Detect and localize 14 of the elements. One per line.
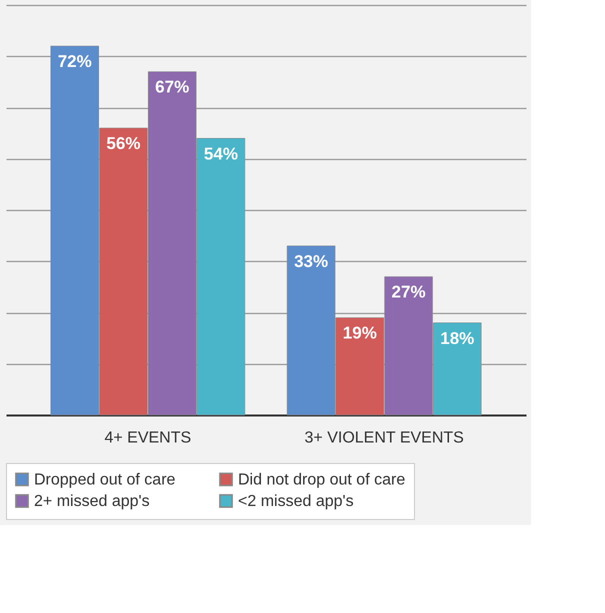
data-label: 19% — [342, 324, 377, 343]
data-label: 56% — [106, 134, 140, 153]
legend-label: 2+ missed app's — [34, 493, 150, 510]
data-label: 67% — [155, 78, 190, 97]
legend-label: <2 missed app's — [238, 493, 354, 510]
data-label: 27% — [392, 282, 426, 302]
data-label: 33% — [294, 252, 328, 271]
x-tick-label: 3+ VIOLENT EVENTS — [304, 430, 464, 446]
data-label: 18% — [440, 328, 474, 348]
data-label: 72% — [58, 52, 92, 71]
legend-label: Dropped out of care — [34, 471, 176, 488]
legend-label: Did not drop out of care — [238, 471, 406, 488]
data-label: 54% — [204, 144, 238, 164]
x-tick-label: 4+ EVENTS — [104, 430, 192, 446]
